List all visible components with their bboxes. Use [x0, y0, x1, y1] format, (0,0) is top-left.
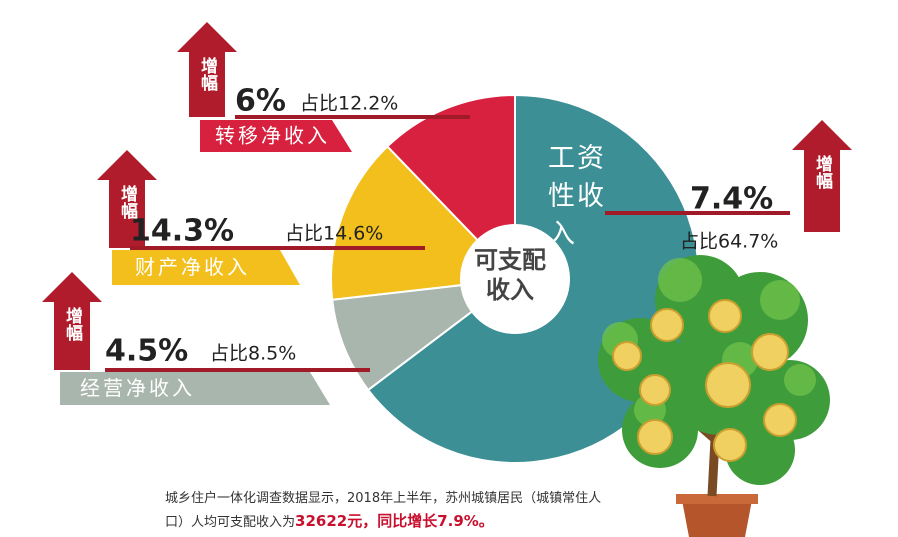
- share-label: 占比64.7%: [680, 231, 778, 253]
- growth-tag: 增幅: [197, 56, 218, 92]
- note-highlight: 32622元: [295, 512, 363, 530]
- growth-label: 4.5%: [105, 334, 188, 369]
- money-tree: [598, 255, 830, 537]
- category-label: 经营净收入: [80, 376, 195, 400]
- growth-label: 6%: [235, 84, 286, 119]
- share-label: 占比12.2%: [300, 93, 398, 115]
- center-label: 可支配收入: [474, 246, 546, 304]
- note: 城乡住户一体化调查数据显示，2018年上半年，苏州城镇居民（城镇常住人口）人均可…: [165, 488, 615, 534]
- growth-label: 14.3%: [130, 214, 234, 249]
- category-label: 工资性收入: [548, 143, 606, 250]
- category-label: 财产净收入: [135, 255, 250, 279]
- category-label: 转移净收入: [215, 124, 330, 148]
- pie-slice: [385, 93, 516, 282]
- growth-label: 7.4%: [690, 182, 773, 217]
- growth-tag: 增幅: [117, 184, 138, 220]
- growth-arrow: [792, 120, 852, 232]
- share-label: 占比8.5%: [210, 343, 296, 365]
- growth-arrow: [97, 150, 157, 248]
- category-banner: [60, 372, 330, 405]
- center-hole: [460, 224, 570, 334]
- note-text: 城乡住户一体化调查数据显示，2018年上半年，苏州城镇居民（城镇常住人口）人均可…: [165, 491, 602, 530]
- share-label: 占比14.6%: [285, 223, 383, 245]
- growth-arrow: [42, 272, 102, 370]
- note-highlight: ，同比增长7.9%。: [362, 512, 494, 530]
- growth-tag: 增幅: [812, 154, 833, 190]
- growth-arrow: [177, 22, 237, 117]
- category-banner: [200, 120, 352, 152]
- growth-tag: 增幅: [62, 306, 83, 342]
- category-banner: [112, 250, 300, 285]
